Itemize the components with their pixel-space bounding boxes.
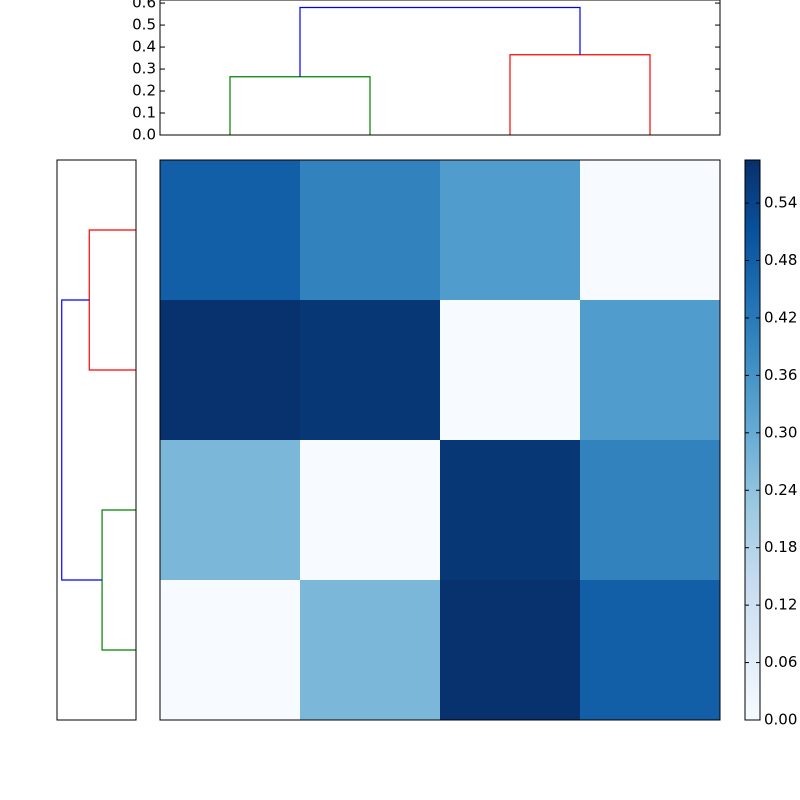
dendrogram-link — [299, 6, 581, 77]
heatmap-cell — [440, 440, 581, 581]
y-tick-label: 0.4 — [132, 38, 156, 56]
heatmap-cell — [580, 160, 721, 301]
colorbar-tick-label: 0.36 — [764, 366, 797, 384]
dendrogram-link — [61, 299, 103, 581]
heatmap-cell — [440, 160, 581, 301]
y-tick-label: 0.6 — [132, 0, 156, 12]
dendrogram-link — [509, 54, 651, 135]
heatmap-cell — [440, 580, 581, 721]
colorbar-tick-label: 0.06 — [764, 653, 797, 671]
axes-frame — [159, 159, 721, 721]
heatmap-cell — [160, 580, 301, 721]
heatmap-cell — [580, 580, 721, 721]
heatmap-cell — [580, 440, 721, 581]
heatmap-cell — [160, 440, 301, 581]
y-tick-label: 0.1 — [132, 104, 156, 122]
colorbar — [744, 159, 761, 721]
dendrogram-link — [101, 509, 136, 651]
axes-frame — [159, 0, 721, 136]
colorbar-tick-label: 0.30 — [764, 423, 797, 441]
dendrogram-link — [229, 76, 371, 135]
axes-frame — [56, 159, 137, 721]
heatmap-cell — [160, 160, 301, 301]
colorbar-tick-label: 0.00 — [764, 711, 797, 729]
colorbar-tick-label: 0.54 — [764, 194, 797, 212]
heatmap-cell — [300, 300, 441, 441]
y-tick-label: 0.0 — [132, 126, 156, 144]
heatmap-cell — [300, 580, 441, 721]
heatmap-cell — [160, 300, 301, 441]
y-tick-label: 0.3 — [132, 60, 156, 78]
colorbar-tick-label: 0.42 — [764, 308, 797, 326]
heatmap-cell — [580, 300, 721, 441]
heatmap-cell — [300, 160, 441, 301]
colorbar-tick-label: 0.18 — [764, 538, 797, 556]
colorbar-tick-label: 0.48 — [764, 251, 797, 269]
heatmap-cell — [300, 440, 441, 581]
dendrogram-link — [88, 229, 136, 371]
y-tick-label: 0.5 — [132, 16, 156, 34]
colorbar-tick-label: 0.24 — [764, 481, 797, 499]
colorbar-tick-label: 0.12 — [764, 596, 797, 614]
y-tick-label: 0.2 — [132, 82, 156, 100]
heatmap-cell — [440, 300, 581, 441]
